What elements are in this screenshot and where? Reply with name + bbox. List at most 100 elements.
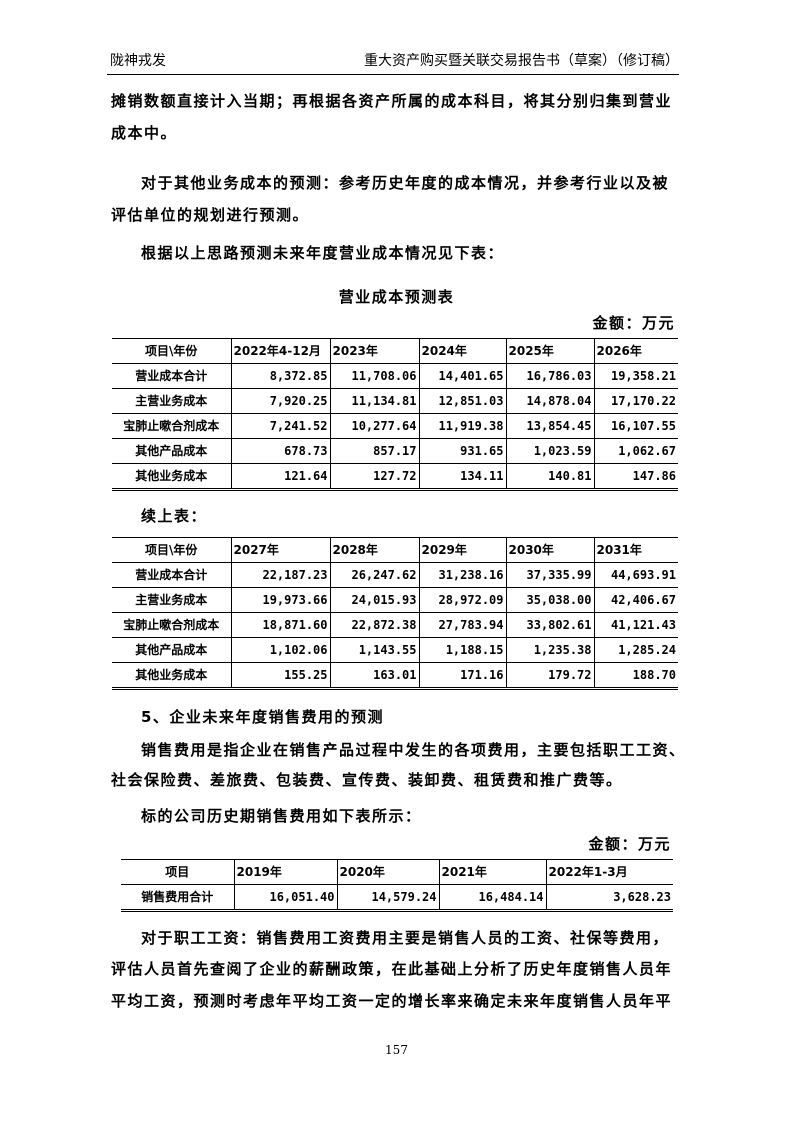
paragraph: 对于职工工资：销售费用工资费用主要是销售人员的工资、社保等费用， xyxy=(141,929,670,947)
table-cell: 18,871.60 xyxy=(230,612,331,638)
table-cell: 1,285.24 xyxy=(593,637,678,663)
table-cell: 33,802.61 xyxy=(505,612,595,638)
column-header: 2022年4-12月 xyxy=(230,338,331,364)
column-header: 2025年 xyxy=(505,338,595,364)
table-cell: 19,358.21 xyxy=(593,363,678,389)
table-cell: 10,277.64 xyxy=(329,413,420,439)
table-row: 营业成本合计 8,372.85 11,708.06 14,401.65 16,786.0… xyxy=(112,363,678,389)
row-label: 宝肺止嗽合剂成本 xyxy=(112,612,232,638)
table-cell: 17,170.22 xyxy=(593,388,678,414)
table-cell: 31,238.16 xyxy=(418,562,507,588)
column-header: 2030年 xyxy=(505,537,595,563)
row-label: 宝肺止嗽合剂成本 xyxy=(112,413,232,439)
header-divider xyxy=(107,74,679,75)
table-row: 其他产品成本 1,102.06 1,143.55 1,188.15 1,235.38 1,… xyxy=(112,637,678,663)
table-cell: 44,693.91 xyxy=(593,562,678,588)
table-cell: 12,851.03 xyxy=(418,388,507,414)
row-label: 主营业务成本 xyxy=(112,388,232,414)
table-cell: 42,406.67 xyxy=(593,587,678,613)
table-cell: 14,579.24 xyxy=(336,884,440,912)
unit-label: 金额：万元 xyxy=(592,314,675,332)
row-label: 其他产品成本 xyxy=(112,637,232,663)
header-company: 陇神戎发 xyxy=(110,53,166,69)
row-label: 营业成本合计 xyxy=(112,363,232,389)
column-header: 2024年 xyxy=(418,338,507,364)
table-row: 营业成本合计 22,187.23 26,247.62 31,238.16 37,335.… xyxy=(112,562,678,588)
table-cell: 27,783.94 xyxy=(418,612,507,638)
column-header: 2026年 xyxy=(593,338,678,364)
table-cell: 188.70 xyxy=(593,662,678,690)
unit-label: 金额：万元 xyxy=(588,835,671,853)
table-cell: 163.01 xyxy=(329,662,420,690)
table-cell: 41,121.43 xyxy=(593,612,678,638)
table-row: 销售费用合计 16,051.40 14,579.24 16,484.14 3,628.2… xyxy=(121,884,673,912)
continued-label: 续上表： xyxy=(141,507,208,525)
sales-expense-table: 项目 2019年 2020年 2021年 2022年1-3月 销售费用合计 16,051.4… xyxy=(121,859,673,912)
table-cell: 134.11 xyxy=(418,463,507,491)
table-cell: 11,134.81 xyxy=(329,388,420,414)
column-header: 2027年 xyxy=(230,537,331,563)
paragraph: 对于其他业务成本的预测：参考历史年度的成本情况，并参考行业以及被 xyxy=(141,174,670,192)
table-cell: 171.16 xyxy=(418,662,507,690)
table-header-row: 项目\年份 2027年 2028年 2029年 2030年 2031年 xyxy=(112,537,678,563)
column-header: 2029年 xyxy=(418,537,507,563)
page-number: 157 xyxy=(385,1043,408,1057)
column-header: 项目 xyxy=(121,859,235,885)
table-cell: 147.86 xyxy=(593,463,678,491)
table-row: 宝肺止嗽合剂成本 18,871.60 22,872.38 27,783.94 33,80… xyxy=(112,612,678,638)
table-cell: 14,878.04 xyxy=(505,388,595,414)
row-label: 销售费用合计 xyxy=(121,884,235,912)
table-cell: 13,854.45 xyxy=(505,413,595,439)
table-cell: 28,972.09 xyxy=(418,587,507,613)
table-cell: 11,919.38 xyxy=(418,413,507,439)
column-header: 2019年 xyxy=(233,859,338,885)
row-label: 主营业务成本 xyxy=(112,587,232,613)
table-cell: 19,973.66 xyxy=(230,587,331,613)
table-cell: 7,920.25 xyxy=(230,388,331,414)
table-cell: 22,187.23 xyxy=(230,562,331,588)
table-row: 主营业务成本 7,920.25 11,134.81 12,851.03 14,878.0… xyxy=(112,388,678,414)
column-header: 项目\年份 xyxy=(112,338,232,364)
table-row: 主营业务成本 19,973.66 24,015.93 28,972.09 35,038.… xyxy=(112,587,678,613)
column-header: 2028年 xyxy=(329,537,420,563)
table-cell: 857.17 xyxy=(329,438,420,464)
table-cell: 14,401.65 xyxy=(418,363,507,389)
table-header-row: 项目\年份 2022年4-12月 2023年 2024年 2025年 2026年 xyxy=(112,338,678,364)
table-cell: 24,015.93 xyxy=(329,587,420,613)
column-header: 项目\年份 xyxy=(112,537,232,563)
paragraph: 评估人员首先查阅了企业的薪酬政策，在此基础上分析了历史年度销售人员年 xyxy=(111,960,673,978)
header-report-title: 重大资产购买暨关联交易报告书（草案）（修订稿） xyxy=(364,53,679,69)
table-cell: 7,241.52 xyxy=(230,413,331,439)
table-cell: 35,038.00 xyxy=(505,587,595,613)
row-label: 营业成本合计 xyxy=(112,562,232,588)
table-cell: 1,102.06 xyxy=(230,637,331,663)
table-title: 营业成本预测表 xyxy=(338,288,455,306)
table-cell: 16,107.55 xyxy=(593,413,678,439)
paragraph: 平均工资，预测时考虑年平均工资一定的增长率来确定未来年度销售人员年平 xyxy=(111,992,673,1010)
column-header: 2022年1-3月 xyxy=(545,859,673,885)
table-cell: 931.65 xyxy=(418,438,507,464)
table-cell: 179.72 xyxy=(505,662,595,690)
column-header: 2031年 xyxy=(593,537,678,563)
table-cell: 16,484.14 xyxy=(438,884,547,912)
cost-forecast-table-continued: 项目\年份 2027年 2028年 2029年 2030年 2031年 营业成本合计 22,1… xyxy=(112,537,678,690)
row-label: 其他业务成本 xyxy=(112,463,232,491)
table-cell: 1,188.15 xyxy=(418,637,507,663)
cost-forecast-table: 项目\年份 2022年4-12月 2023年 2024年 2025年 2026年 营业成本合… xyxy=(112,338,678,491)
table-cell: 3,628.23 xyxy=(545,884,673,912)
table-row: 其他业务成本 155.25 163.01 171.16 179.72 188.70 xyxy=(112,662,678,690)
table-row: 宝肺止嗽合剂成本 7,241.52 10,277.64 11,919.38 13,854… xyxy=(112,413,678,439)
paragraph: 标的公司历史期销售费用如下表所示： xyxy=(141,807,422,825)
table-cell: 11,708.06 xyxy=(329,363,420,389)
column-header: 2021年 xyxy=(438,859,547,885)
table-cell: 16,786.03 xyxy=(505,363,595,389)
paragraph: 评估单位的规划进行预测。 xyxy=(111,206,310,224)
table-cell: 22,872.38 xyxy=(329,612,420,638)
table-header-row: 项目 2019年 2020年 2021年 2022年1-3月 xyxy=(121,859,673,885)
table-row: 其他业务成本 121.64 127.72 134.11 140.81 147.86 xyxy=(112,463,678,491)
table-row: 其他产品成本 678.73 857.17 931.65 1,023.59 1,062.67 xyxy=(112,438,678,464)
paragraph: 根据以上思路预测未来年度营业成本情况见下表： xyxy=(141,244,505,262)
paragraph: 社会保险费、差旅费、包装费、宣传费、装卸费、租赁费和推广费等。 xyxy=(111,771,623,789)
column-header: 2023年 xyxy=(329,338,420,364)
